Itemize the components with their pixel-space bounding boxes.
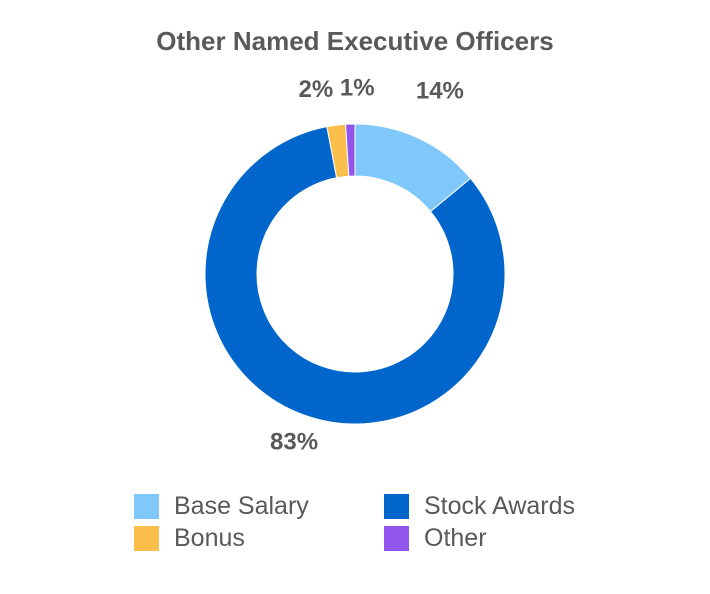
slice-labels: 14% 83% 2% 1% <box>270 74 464 455</box>
donut-slices <box>204 123 506 425</box>
legend-item-other: Other <box>384 524 487 552</box>
donut-slice-other <box>345 123 356 177</box>
slice-label-stock-awards: 83% <box>270 429 318 456</box>
legend-label-stock-awards: Stock Awards <box>424 491 576 520</box>
legend-label-other: Other <box>424 523 487 552</box>
legend-label-base-salary: Base Salary <box>174 491 309 520</box>
legend-label-bonus: Bonus <box>174 523 245 552</box>
donut-slice-stock-awards <box>204 126 506 425</box>
chart-title: Other Named Executive Officers <box>156 26 554 56</box>
legend-item-stock-awards: Stock Awards <box>384 492 575 520</box>
legend-item-base-salary: Base Salary <box>134 492 309 520</box>
legend-swatch-other <box>384 525 409 551</box>
legend-swatch-bonus <box>134 525 159 551</box>
legend-swatch-base-salary <box>134 493 159 519</box>
legend-item-bonus: Bonus <box>134 524 245 552</box>
slice-label-other: 1% <box>340 74 375 101</box>
slice-label-bonus: 2% <box>298 76 333 103</box>
legend-swatch-stock-awards <box>384 493 409 519</box>
slice-label-base-salary: 14% <box>416 77 464 104</box>
